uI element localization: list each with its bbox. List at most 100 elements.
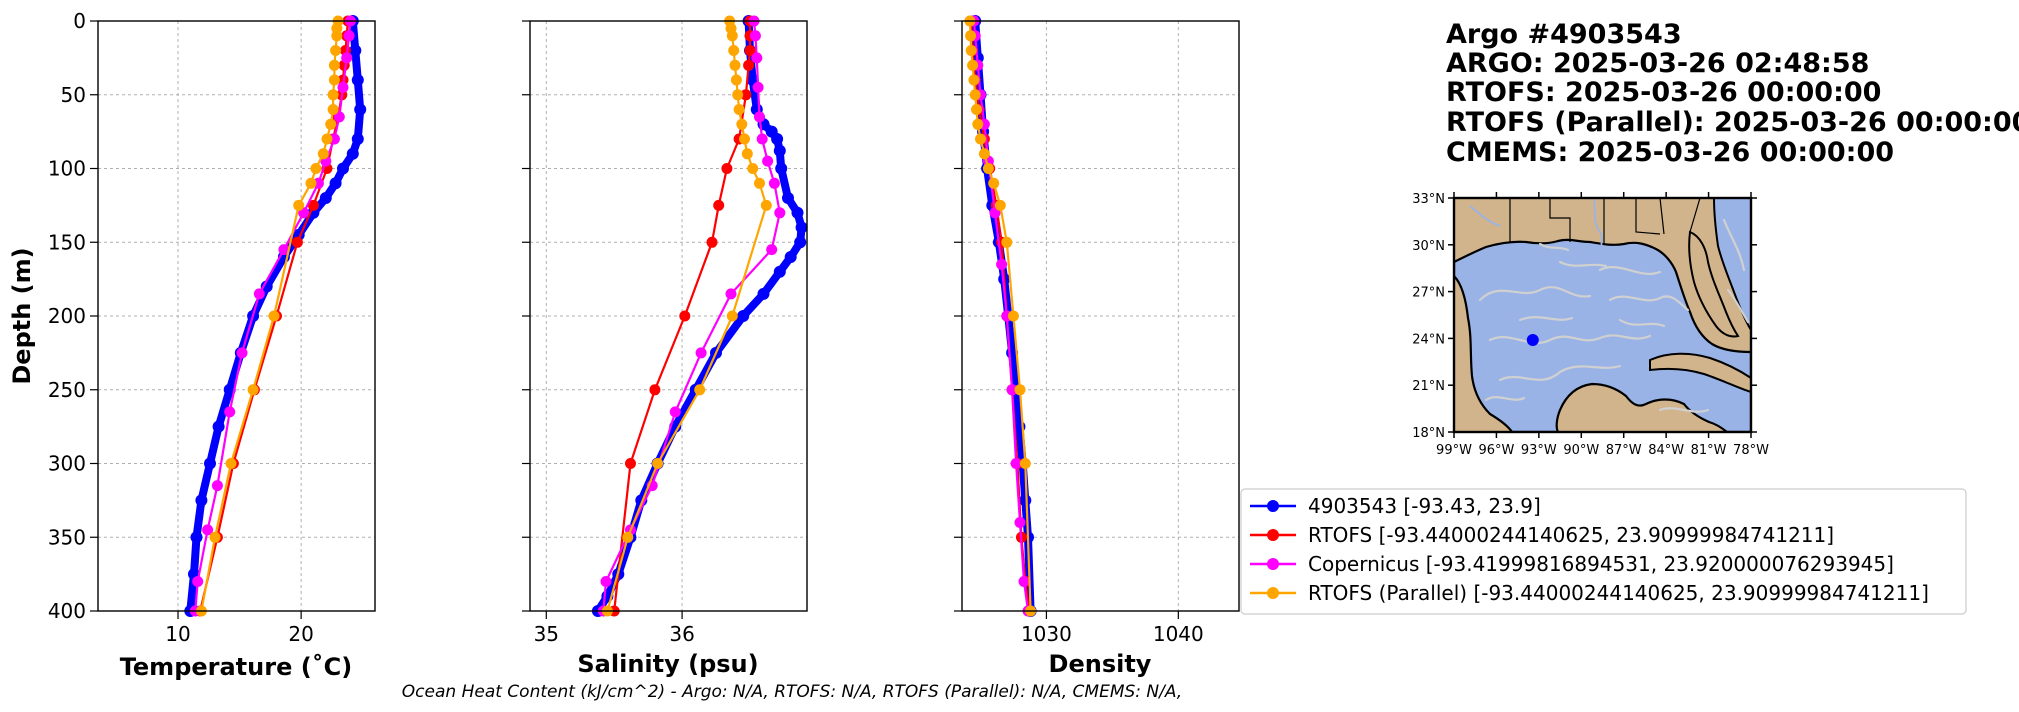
- temperature-copernicus-point: [253, 288, 265, 300]
- salinity-argo-point: [771, 133, 784, 145]
- salinity-axes-frame: [529, 20, 808, 612]
- location-map: 33°N 30°N 27°N 24°N 21°N 18°N 99°W 96°W 93°W 90°W…: [1412, 192, 1769, 458]
- legend-copernicus-label: Copernicus [-93.41999816894531, 23.92000…: [1308, 552, 1894, 576]
- salinity-rtofs-point: [721, 163, 733, 174]
- ocean-heat-content-footer: Ocean Heat Content (kJ/cm^2) - Argo: N/A…: [402, 682, 1182, 702]
- salinity-copernicus-point: [752, 81, 764, 93]
- temperature-argo-point: [212, 420, 225, 433]
- salinity-rtofs_parallel-point: [736, 118, 748, 130]
- temperature-rtofs_parallel-point: [328, 74, 340, 86]
- temperature-x-axis-label: Temperature (˚C): [120, 653, 353, 681]
- legend-rtofs_parallel-label: RTOFS (Parallel) [-93.44000244140625, 23…: [1308, 581, 1929, 605]
- salinity-rtofs-point: [679, 310, 691, 322]
- salinity-rtofs_parallel-point: [726, 310, 738, 322]
- salinity-rtofs_parallel-point: [726, 30, 738, 42]
- map-lon-label: 81°W: [1691, 443, 1727, 458]
- temperature-argo-point: [346, 147, 359, 160]
- salinity-rtofs_parallel-point: [739, 133, 750, 145]
- legend-rtofs_parallel-marker: [1267, 587, 1279, 599]
- density-rtofs_parallel-point: [978, 148, 990, 160]
- salinity-copernicus-point: [725, 288, 737, 300]
- salinity-rtofs_parallel-point: [694, 384, 706, 396]
- density-x-axis-label: Density: [1049, 650, 1152, 678]
- temperature-copernicus-point: [337, 81, 349, 93]
- density-rtofs_parallel-point: [969, 89, 981, 101]
- rivers: [1469, 198, 1603, 247]
- salinity-rtofs-point: [743, 59, 755, 71]
- depth-tick-label: 100: [48, 157, 86, 181]
- temperature-copernicus-point: [236, 347, 248, 359]
- salinity-rtofs_parallel-point: [733, 104, 745, 115]
- temperature-copernicus-point: [341, 52, 353, 64]
- temperature-argo-point: [351, 74, 364, 86]
- temperature-rtofs_parallel-point: [331, 30, 343, 42]
- density-rtofs_parallel-point: [1007, 310, 1019, 322]
- profile-info-block: Argo #4903543 ARGO: 2025-03-26 02:48:58 …: [1446, 19, 2019, 168]
- legend-argo-marker: [1267, 500, 1279, 512]
- temperature-argo-point: [190, 531, 203, 544]
- temperature-argo-line: [186, 17, 365, 615]
- temperature-x-tick-label: 20: [288, 622, 313, 646]
- temperature-rtofs-point: [291, 236, 303, 248]
- salinity-argo-point: [784, 251, 797, 263]
- temperature-copernicus-point: [202, 524, 214, 536]
- salinity-copernicus-point: [749, 30, 761, 42]
- temperature-argo-point: [354, 103, 367, 116]
- salinity-rtofs-point: [713, 199, 725, 211]
- salinity-rtofs_parallel-point: [728, 45, 740, 56]
- map-lat-label: 30°N: [1412, 239, 1445, 254]
- map-lon-label: 87°W: [1606, 443, 1642, 458]
- density-copernicus-point: [1010, 458, 1022, 469]
- salinity-rtofs_parallel-point: [732, 89, 744, 101]
- depth-tick-label: 200: [48, 304, 86, 328]
- depth-tick-label: 0: [73, 9, 86, 33]
- density-copernicus-point: [1006, 384, 1018, 396]
- temperature-rtofs_parallel-point: [328, 59, 340, 71]
- salinity-argo-point: [775, 162, 788, 175]
- salinity-rtofs_parallel-point: [741, 148, 753, 160]
- rtofs-time-line: RTOFS: 2025-03-26 00:00:00: [1446, 77, 1881, 108]
- salinity-rtofs-point: [625, 458, 636, 469]
- temperature-rtofs_parallel-point: [321, 133, 333, 145]
- temperature-rtofs_parallel-point: [225, 458, 237, 469]
- density-x-tick-label: 1040: [1153, 622, 1204, 646]
- temperature-rtofs_parallel-point: [327, 104, 339, 115]
- density-x-tick-label: 1030: [1021, 622, 1072, 646]
- temperature-rtofs_parallel-point: [305, 177, 317, 189]
- depth-tick-label: 400: [48, 599, 86, 623]
- density-axes-frame: [961, 20, 1240, 612]
- salinity-copernicus-point: [766, 244, 778, 256]
- temperature-rtofs_parallel-point: [317, 148, 329, 160]
- salinity-copernicus-point: [754, 111, 765, 123]
- legend: 4903543 [-93.43, 23.9] RTOFS [-93.4400024…: [1240, 488, 1967, 615]
- legend-rtofs-label: RTOFS [-93.44000244140625, 23.9099998474…: [1308, 523, 1834, 547]
- map-frame: [1452, 196, 1753, 434]
- temperature-rtofs_parallel-point: [327, 89, 339, 101]
- salinity-argo-point: [773, 265, 786, 278]
- cmems-time-line: CMEMS: 2025-03-26 00:00:00: [1446, 137, 1894, 168]
- map-lat-label: 21°N: [1412, 379, 1445, 394]
- salinity-argo-point: [782, 192, 794, 204]
- salinity-argo-point: [737, 310, 750, 322]
- density-rtofs_parallel-point: [967, 59, 979, 71]
- density-copernicus-point: [1014, 517, 1026, 528]
- salinity-argo-point: [773, 144, 786, 157]
- map-lon-label: 90°W: [1563, 443, 1599, 458]
- depth-tick-label: 300: [48, 452, 86, 476]
- salinity-argo-point: [791, 206, 804, 219]
- density-rtofs_parallel-point: [975, 133, 986, 145]
- temperature-copernicus-point: [278, 244, 290, 256]
- depth-tick-label: 250: [48, 378, 86, 402]
- temperature-rtofs_parallel-point: [325, 118, 337, 130]
- density-rtofs_parallel-point: [971, 104, 982, 115]
- salinity-rtofs_parallel-point: [754, 177, 765, 189]
- density-rtofs_parallel-point: [994, 199, 1006, 211]
- temperature-argo-point: [349, 44, 362, 57]
- density-rtofs_parallel-point: [982, 163, 994, 174]
- legend-box: [1240, 488, 1967, 615]
- temperature-argo-point: [329, 177, 342, 190]
- depth-tick-label: 150: [48, 230, 86, 254]
- atlantic-water: [1712, 198, 1751, 332]
- ocean-current-streamlines: [1478, 218, 1750, 413]
